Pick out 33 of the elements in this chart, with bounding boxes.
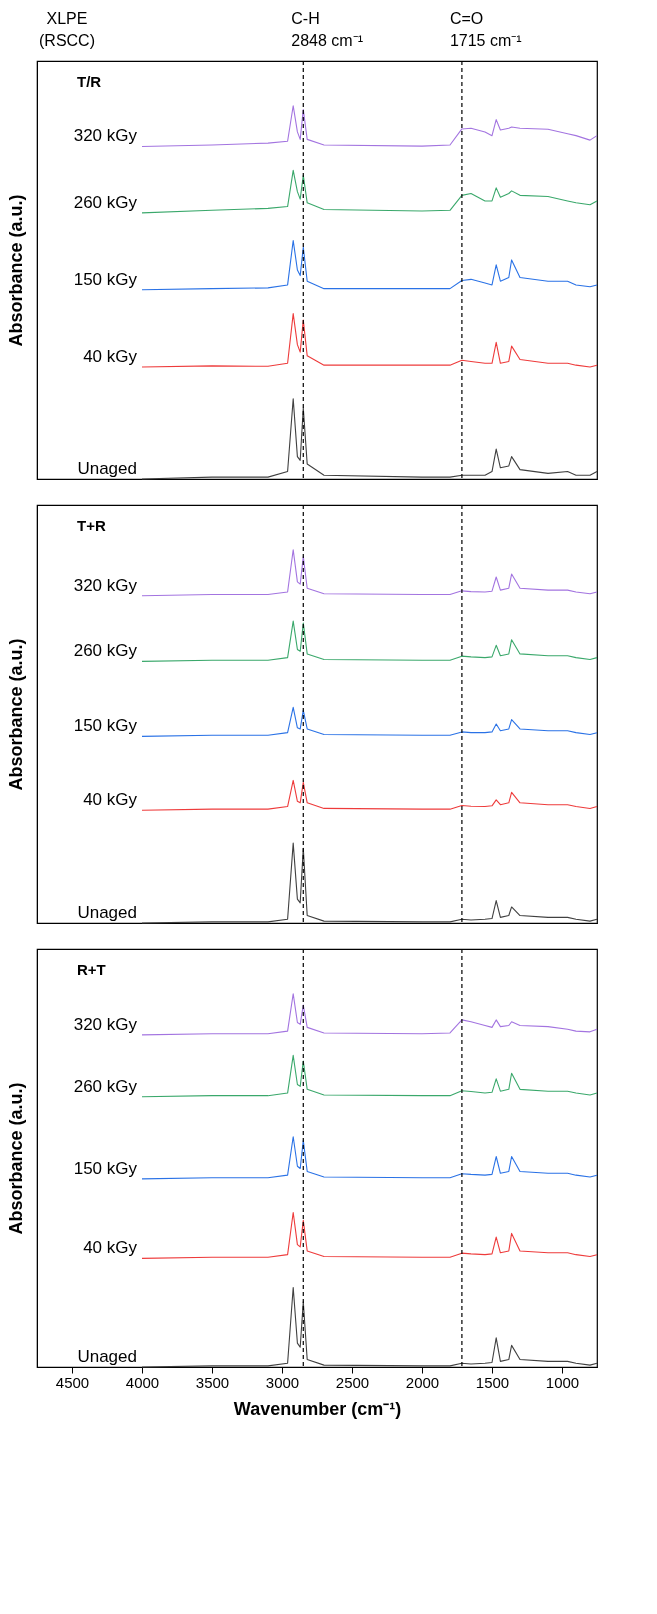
x-tick-label: 2000 [405,1373,440,1391]
series-label: Unaged [77,903,137,922]
text: XLPE (RSCC) [39,10,95,49]
y-axis-title: Absorbance (a.u.) [5,194,26,347]
x-tick-label: 3000 [265,1373,300,1391]
ref-line-label: C=O 1715 cm⁻¹ [449,10,522,49]
x-axis-title: Wavenumber (cm⁻¹) [233,1398,402,1419]
x-tick-label: 1500 [475,1373,510,1391]
ref-line-label: C-H 2848 cm⁻¹ [291,10,363,49]
series-label: 40 kGy [83,1238,138,1258]
series-label: 260 kGy [73,192,138,212]
chart-title: T/R [77,73,102,90]
series-label: 150 kGy [73,269,138,289]
series-label: 320 kGy [73,126,138,146]
x-tick-label: 2500 [335,1373,370,1391]
series-label: 260 kGy [73,1076,138,1096]
series-label: 320 kGy [73,1014,138,1034]
series-label: Unaged [77,459,137,478]
series-label: 40 kGy [83,347,138,367]
x-tick-label: 1000 [545,1373,580,1391]
x-tick-label: 4000 [125,1373,160,1391]
series-label: 150 kGy [73,1158,138,1178]
x-tick-label: 4500 [55,1373,90,1391]
series-label: 320 kGy [73,575,138,595]
series-label: 260 kGy [73,641,138,661]
x-tick-label: 3500 [195,1373,230,1391]
y-axis-title: Absorbance (a.u.) [5,638,26,791]
series-label: Unaged [77,1347,137,1366]
chart-title: R+T [77,961,106,978]
series-label: 40 kGy [83,790,138,810]
y-axis-title: Absorbance (a.u.) [5,1082,26,1235]
series-label: 150 kGy [73,716,138,736]
chart-title: T+R [77,517,106,534]
